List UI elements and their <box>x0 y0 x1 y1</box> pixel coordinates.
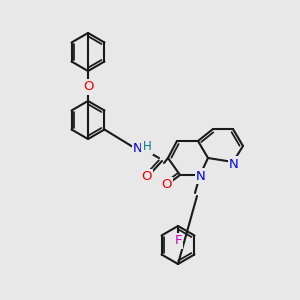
Text: O: O <box>142 170 152 184</box>
Text: N: N <box>133 142 143 154</box>
Text: F: F <box>174 235 182 248</box>
Text: O: O <box>162 178 172 191</box>
Text: N: N <box>196 169 206 182</box>
Text: O: O <box>83 80 93 94</box>
Text: N: N <box>229 158 239 170</box>
Text: H: H <box>142 140 152 154</box>
